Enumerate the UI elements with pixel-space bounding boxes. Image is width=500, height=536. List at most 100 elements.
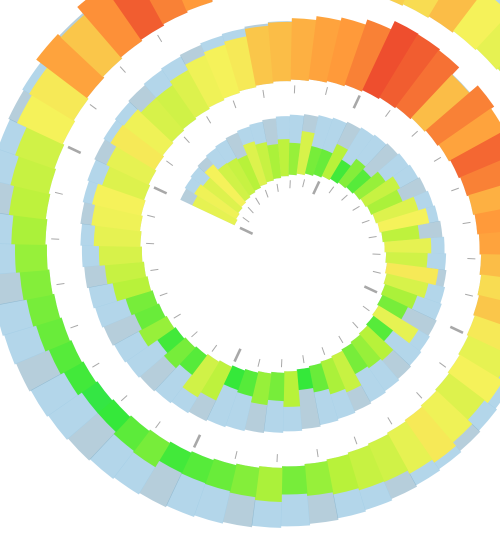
spiral-bar <box>163 337 196 369</box>
spiral-bar <box>224 36 257 92</box>
spiral-bar <box>346 169 372 194</box>
spiral-bar <box>250 371 272 406</box>
spiral-bar <box>377 208 430 233</box>
spiral-bar <box>97 399 131 433</box>
spiral-bar <box>113 0 165 40</box>
major-tick <box>192 434 202 449</box>
spiral-bar <box>204 164 247 208</box>
minor-tick <box>416 391 423 399</box>
minor-tick <box>262 89 265 98</box>
spiral-bar <box>169 69 210 118</box>
spiral-bar <box>226 157 256 196</box>
spiral-bar <box>366 315 394 342</box>
spiral-bar <box>296 130 315 176</box>
spiral-bar <box>283 370 301 407</box>
minor-tick <box>234 451 238 460</box>
major-tick <box>449 325 464 334</box>
minor-tick <box>54 191 63 195</box>
minor-tick <box>173 313 181 319</box>
minor-tick <box>92 362 100 368</box>
spiral-bar <box>425 85 495 146</box>
minor-tick <box>120 395 128 402</box>
spiral-bar <box>477 274 500 301</box>
spiral-bar <box>362 21 419 100</box>
spiral-bar <box>267 143 282 180</box>
minor-tick <box>89 104 97 110</box>
spiral-bar <box>447 354 500 404</box>
spiral-bar <box>138 315 175 347</box>
spiral-bar <box>93 225 142 247</box>
minor-tick <box>352 205 360 211</box>
spiral-bar <box>19 269 53 301</box>
spiral-bar <box>384 237 432 254</box>
spiral-bar <box>77 0 143 58</box>
spiral-bar <box>468 185 500 215</box>
minor-tick <box>159 292 168 297</box>
minor-tick <box>372 270 381 274</box>
minor-tick <box>411 130 419 137</box>
spiral-bar <box>281 465 308 495</box>
spiral-bar <box>202 177 243 214</box>
spiral-bar <box>179 346 207 375</box>
spiral-bar <box>321 143 348 181</box>
major-tick <box>352 94 361 109</box>
spiral-bar <box>360 176 401 207</box>
spiral-bar <box>458 335 500 379</box>
spiral-bar <box>140 97 185 143</box>
spiral-bar <box>372 196 419 224</box>
spiral-bar <box>182 354 220 398</box>
spiral-bar <box>254 466 283 502</box>
spiral-bar <box>132 429 171 468</box>
minor-tick <box>433 156 442 162</box>
spiral-bar <box>15 243 48 273</box>
minor-tick <box>352 321 359 329</box>
spiral-bar <box>26 293 61 327</box>
bars-layer <box>8 0 500 502</box>
spiral-bar <box>15 126 65 169</box>
spiral-bar <box>304 460 334 496</box>
spiral-bar <box>106 146 157 185</box>
spiral-bar <box>420 390 473 443</box>
spiral-bar <box>290 18 317 81</box>
spiral-bar <box>372 305 419 344</box>
spiral-bar <box>460 160 500 197</box>
spiral-bar <box>237 368 259 397</box>
spiral-bar <box>366 189 403 215</box>
spiral-bar <box>98 245 143 266</box>
spiral-bar <box>125 290 158 316</box>
spiral-bar <box>453 0 500 50</box>
spiral-bar <box>380 284 418 310</box>
spiral-bar <box>347 445 385 491</box>
spiral-bar <box>35 317 71 352</box>
minor-tick <box>387 417 393 425</box>
spiral-bar <box>102 166 151 201</box>
minor-tick <box>211 344 218 352</box>
spiral-bar <box>8 185 51 220</box>
spiral-bar <box>330 159 352 184</box>
spiral-bar <box>395 50 460 120</box>
spiral-bar <box>237 154 261 191</box>
minor-tick <box>451 187 459 192</box>
spiral-bar <box>244 25 274 86</box>
spiral-bar <box>428 0 478 33</box>
spiral-bar <box>157 327 185 354</box>
spiral-bar <box>344 19 392 92</box>
spiral-bar <box>255 141 274 183</box>
spiral-bar <box>367 434 409 483</box>
spiral-bar <box>194 184 240 220</box>
spiral-bar <box>48 340 83 375</box>
minor-tick <box>325 87 328 96</box>
major-tick <box>312 180 321 195</box>
spiral-bar <box>341 343 368 375</box>
minor-tick <box>183 136 190 144</box>
spiral-bar <box>381 225 420 243</box>
minor-tick <box>155 421 161 429</box>
spiral-bar <box>466 315 500 351</box>
minor-tick <box>255 197 261 205</box>
spiral-bar <box>385 262 439 286</box>
spiral-bar <box>229 463 260 498</box>
minor-tick <box>206 116 212 124</box>
spiral-bar <box>181 0 213 12</box>
spiral-bar <box>92 183 146 216</box>
